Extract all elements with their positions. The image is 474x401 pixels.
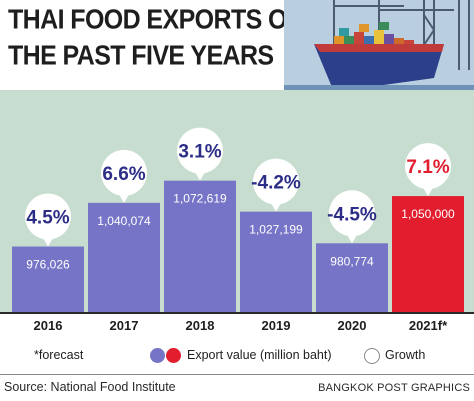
x-tick-label: 2020 — [337, 318, 367, 333]
legend-growth-label: Growth — [385, 348, 426, 362]
cargo-ship-illustration — [284, 0, 474, 95]
source-note: Source: National Food Institute — [4, 380, 176, 394]
bar-2016 — [12, 246, 84, 312]
bar-value-label: 1,040,074 — [97, 214, 151, 228]
growth-bubble — [101, 149, 147, 196]
growth-bubble — [329, 190, 375, 237]
x-tick-label: 2016 — [33, 318, 63, 333]
legend-value-swatch-purple — [150, 348, 165, 363]
growth-label: -4.5% — [327, 204, 377, 225]
growth-bubble — [177, 127, 223, 174]
growth-bubble — [25, 193, 71, 240]
legend-growth-swatch — [364, 348, 380, 364]
growth-label: 7.1% — [406, 157, 449, 178]
bar-2021f* — [392, 196, 464, 312]
bar-value-label: 1,072,619 — [173, 192, 227, 206]
x-axis-line — [0, 312, 474, 314]
legend: *forecast Export value (million baht) Gr… — [0, 345, 474, 367]
bar-value-label: 1,050,000 — [401, 207, 455, 221]
legend-divider — [0, 374, 474, 375]
bar-value-label: 1,027,199 — [249, 223, 303, 237]
growth-label: 6.6% — [102, 164, 145, 185]
bar-2020 — [316, 243, 388, 312]
growth-bubble — [405, 143, 451, 190]
legend-value-swatch-red — [166, 348, 181, 363]
growth-label: -4.2% — [251, 173, 301, 194]
x-tick-label: 2019 — [261, 318, 291, 333]
bar-2017 — [88, 202, 160, 312]
growth-bubble — [253, 158, 299, 205]
x-tick-label: 2021f* — [408, 318, 448, 333]
forecast-note: *forecast — [34, 348, 84, 362]
legend-value-label: Export value (million baht) — [187, 348, 332, 362]
graphics-credit: BANGKOK POST GRAPHICS — [318, 382, 470, 394]
bar-2019 — [240, 211, 312, 312]
x-tick-label: 2018 — [185, 318, 215, 333]
growth-label: 4.5% — [26, 208, 69, 229]
growth-label: 3.1% — [178, 142, 221, 163]
bar-value-label: 976,026 — [26, 258, 70, 272]
bar-2018 — [164, 180, 236, 312]
bar-chart: 976,026 4.5% 1,040,074 6.6% 1,072,619 3.1% 1,0… — [12, 127, 464, 312]
chart-title-line-2: THE PAST FIVE YEARS — [8, 40, 274, 72]
bar-value-label: 980,774 — [330, 254, 374, 268]
chart-title-line-1: THAI FOOD EXPORTS OVER — [8, 4, 337, 36]
x-tick-label: 2017 — [109, 318, 139, 333]
